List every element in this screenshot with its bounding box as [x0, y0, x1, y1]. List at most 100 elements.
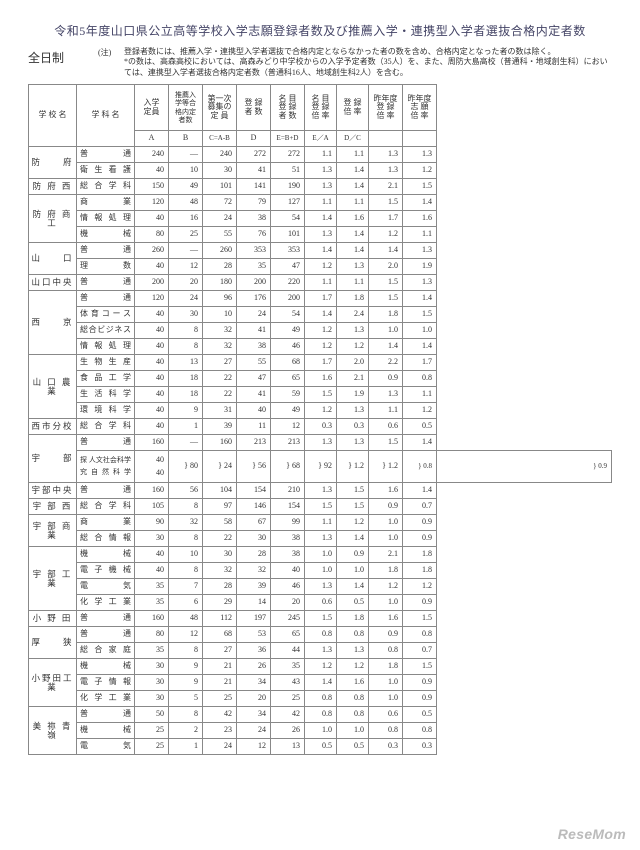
cell: 0.3: [305, 419, 337, 435]
cell: 1.5: [369, 435, 403, 451]
th-e-txt: 名 目 登 録 者 数: [279, 94, 297, 120]
cell: 1.0: [337, 723, 369, 739]
cell: 32: [203, 323, 237, 339]
cell: 0.5: [337, 739, 369, 755]
dept-cell: 商 業: [77, 515, 135, 531]
cell: 154: [237, 483, 271, 499]
cell: 1.3: [305, 531, 337, 547]
cell: 20: [271, 595, 305, 611]
cell: 35: [135, 595, 169, 611]
cell: 9: [169, 403, 203, 419]
cell: 48: [169, 611, 203, 627]
cell: 146: [237, 499, 271, 515]
cell: 29: [203, 595, 237, 611]
logo: ReseMom: [558, 826, 626, 842]
th2-a: A: [135, 131, 169, 147]
cell: 1.0: [305, 723, 337, 739]
table-row: 防 府 商 工商 業1204872791271.11.11.51.4: [29, 195, 612, 211]
cell: 1.8: [337, 291, 369, 307]
th2-p1: [369, 131, 403, 147]
school-cell: 防 府: [29, 147, 77, 179]
cell: 1.2: [305, 339, 337, 355]
table-row: 理 数40122835471.21.32.01.9: [29, 259, 612, 275]
note-line-2: *の数は、高森高校においては、高森みどり中学校からの入学予定者数（35人）を、ま…: [124, 57, 608, 76]
cell: 14: [237, 595, 271, 611]
cell: 12: [169, 259, 203, 275]
cell: 40: [135, 211, 169, 227]
cell: 1.4: [305, 243, 337, 259]
cell: 39: [237, 579, 271, 595]
cell: 32: [203, 339, 237, 355]
cell: 26: [271, 723, 305, 739]
cell: 1.3: [305, 435, 337, 451]
cell: 54: [271, 307, 305, 323]
cell: 1.4: [305, 307, 337, 323]
cell: 67: [237, 515, 271, 531]
table-row: 総合ビジネス4083241491.21.31.01.0: [29, 323, 612, 339]
cell: 32: [203, 563, 237, 579]
th-p2-txt: 昨年度 志 願 倍 率: [408, 94, 432, 120]
cell: 99: [271, 515, 305, 531]
cell: 1.0: [305, 547, 337, 563]
cell: 0.7: [403, 499, 437, 515]
cell: 1.2: [305, 403, 337, 419]
dept-cell: 普 通: [77, 435, 135, 451]
cell: 1.6: [369, 611, 403, 627]
page-title: 令和5年度山口県公立高等学校入学志願登録者数及び推薦入学・連携型入学者選抜合格内…: [28, 22, 612, 39]
cell: 0.9: [403, 531, 437, 547]
cell: 41: [237, 323, 271, 339]
cell: } 80: [169, 451, 203, 483]
cell: 11: [237, 419, 271, 435]
cell: 0.8: [337, 691, 369, 707]
table-row: 探 人文社会科学 究 自 然 科 学40 40} 80} 24} 56} 68}…: [29, 451, 612, 483]
cell: 24: [203, 211, 237, 227]
cell: 22: [203, 371, 237, 387]
cell: 0.7: [403, 643, 437, 659]
dept-cell: 機 械: [77, 227, 135, 243]
cell: 0.9: [403, 515, 437, 531]
cell: 16: [169, 211, 203, 227]
cell: 1.7: [403, 355, 437, 371]
cell: 1.4: [403, 195, 437, 211]
cell: 40: [135, 371, 169, 387]
cell: 1.6: [403, 211, 437, 227]
cell: 272: [271, 147, 305, 163]
cell: 28: [237, 547, 271, 563]
cell: 40: [135, 419, 169, 435]
cell: 80: [135, 227, 169, 243]
cell: 1.1: [305, 195, 337, 211]
cell: 40: [135, 323, 169, 339]
dept-cell: 総 合 家 庭: [77, 643, 135, 659]
cell: 25: [271, 691, 305, 707]
table-row: 山口中央普 通200201802002201.11.11.51.3: [29, 275, 612, 291]
cell: 0.9: [403, 691, 437, 707]
cell: 8: [169, 323, 203, 339]
dept-cell: 衛 生 看 護: [77, 163, 135, 179]
th-ea: 名 目 登 録 倍 率: [305, 85, 337, 131]
cell: 30: [203, 163, 237, 179]
cell: 10: [203, 307, 237, 323]
cell: 0.6: [369, 707, 403, 723]
cell: 1.0: [369, 675, 403, 691]
table-row: 防 府 西総 合 学 科150491011411901.31.42.11.5: [29, 179, 612, 195]
cell: 1.7: [369, 211, 403, 227]
cell: 210: [271, 483, 305, 499]
cell: } 0.9: [437, 451, 612, 483]
cell: 240: [135, 147, 169, 163]
cell: 1.4: [403, 339, 437, 355]
cell: 1.2: [305, 323, 337, 339]
dept-cell: 総 合 学 科: [77, 499, 135, 515]
cell: 353: [237, 243, 271, 259]
cell: 1.2: [403, 163, 437, 179]
th-ea-txt: 名 目 登 録 倍 率: [312, 94, 330, 120]
dept-cell: 機 械: [77, 723, 135, 739]
cell: 47: [237, 371, 271, 387]
cell: 2.4: [337, 307, 369, 323]
th2-b: B: [169, 131, 203, 147]
dept-cell: 普 通: [77, 707, 135, 723]
cell: 38: [237, 211, 271, 227]
cell: 1.5: [337, 499, 369, 515]
school-cell: 宇 部 工 業: [29, 547, 77, 611]
cell: 1.3: [403, 147, 437, 163]
cell: 41: [237, 387, 271, 403]
